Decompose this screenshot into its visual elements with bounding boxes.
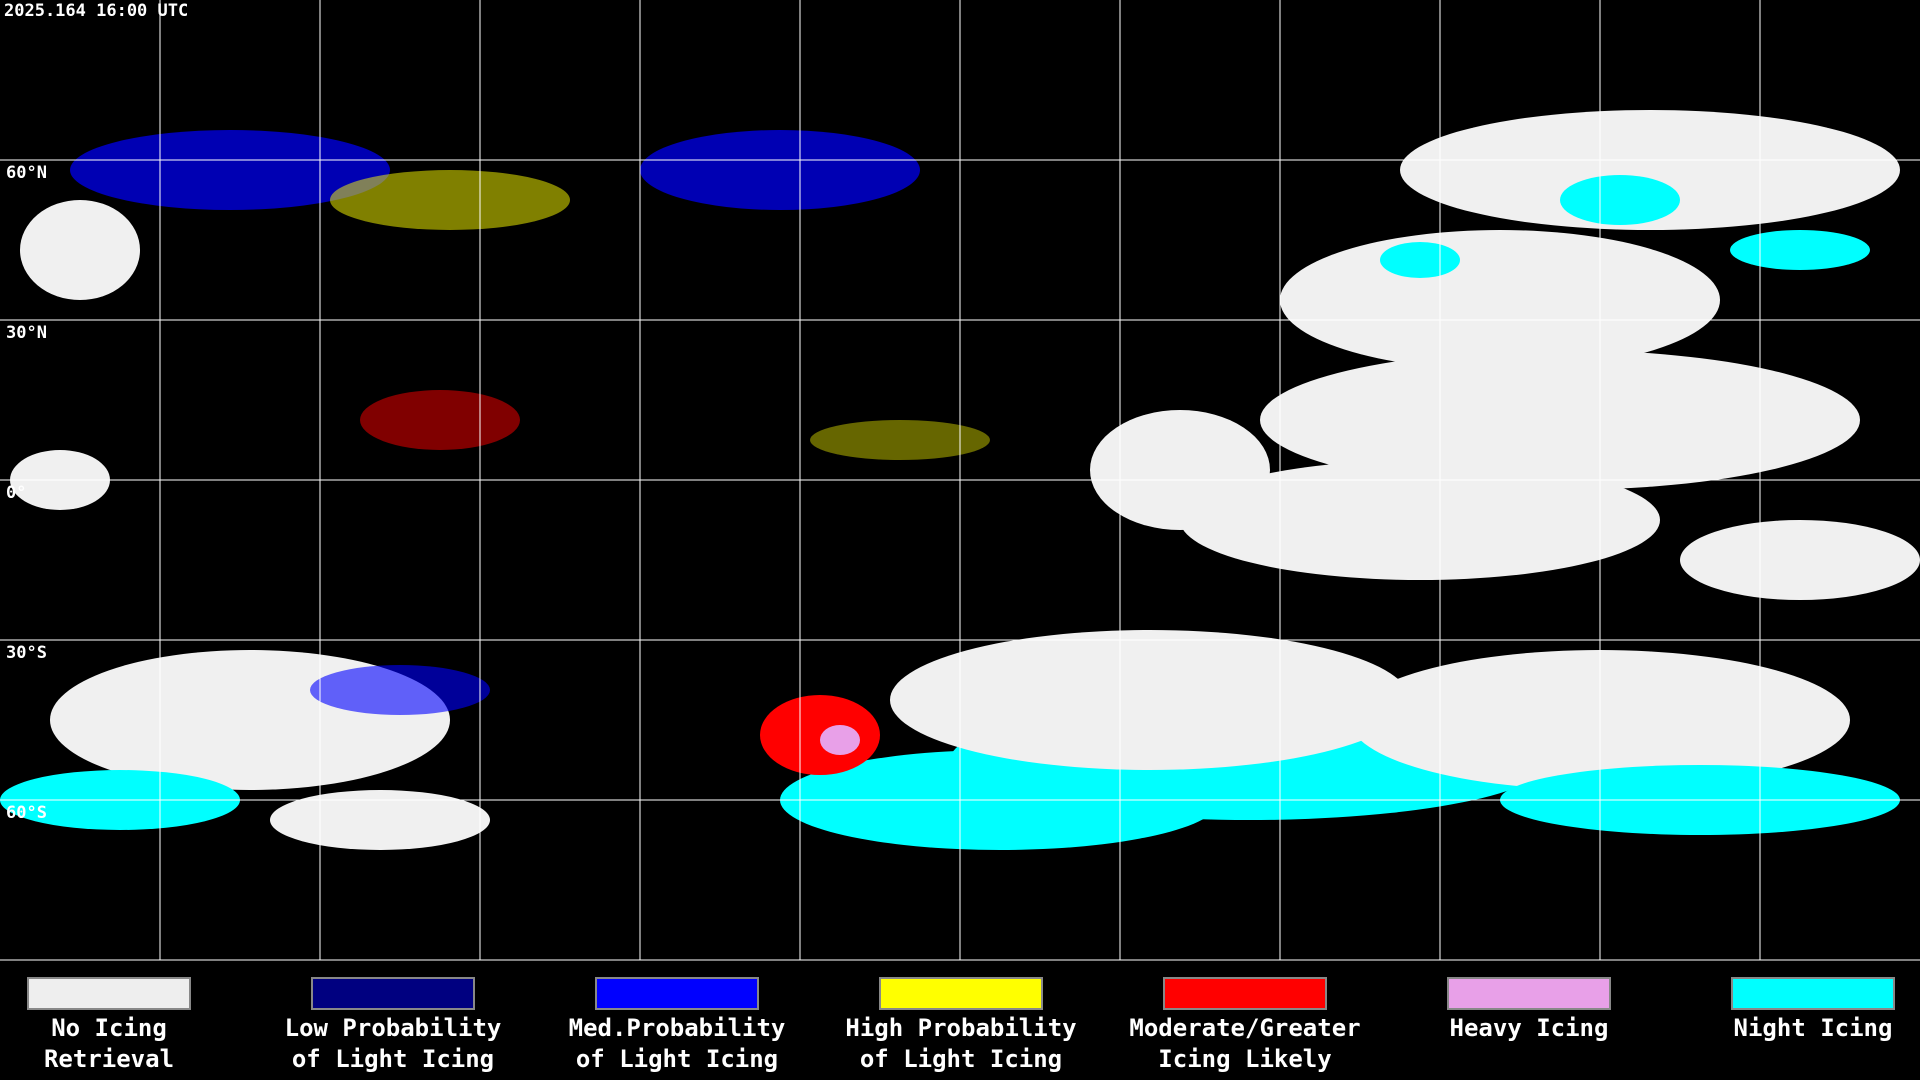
latitude-label: 60°N — [6, 163, 47, 183]
latitude-labels: 60°N 30°N 0° 30°S 60°S — [6, 163, 47, 823]
legend-label: Moderate/Greater — [1129, 1014, 1360, 1042]
legend-label: Night Icing — [1734, 1014, 1893, 1042]
legend-swatch — [1163, 977, 1327, 1010]
latitude-label: 30°S — [6, 643, 47, 663]
latitude-label: 30°N — [6, 323, 47, 343]
timestamp: 2025.164 16:00 UTC — [4, 1, 188, 21]
graticule — [0, 0, 1920, 961]
legend-swatch — [1731, 977, 1895, 1010]
latitude-label: 0° — [6, 483, 26, 503]
legend-label: of Light Icing — [860, 1045, 1062, 1073]
legend-label: Heavy Icing — [1450, 1014, 1609, 1042]
legend-swatch — [27, 977, 191, 1010]
latitude-label: 60°S — [6, 803, 47, 823]
legend-label: No Icing — [51, 1014, 167, 1042]
legend-label: Med.Probability — [569, 1014, 786, 1042]
legend: No Icing Retrieval Low Probability of Light… — [27, 977, 1895, 1073]
legend-label: Icing Likely — [1158, 1045, 1331, 1073]
legend-label: Retrieval — [44, 1045, 174, 1073]
legend-label: of Light Icing — [576, 1045, 778, 1073]
legend-label: High Probability — [845, 1014, 1076, 1042]
legend-swatch — [311, 977, 475, 1010]
legend-label: of Light Icing — [292, 1045, 494, 1073]
legend-label: Low Probability — [285, 1014, 502, 1042]
legend-swatch — [595, 977, 759, 1010]
legend-swatch — [879, 977, 1043, 1010]
legend-swatch — [1447, 977, 1611, 1010]
